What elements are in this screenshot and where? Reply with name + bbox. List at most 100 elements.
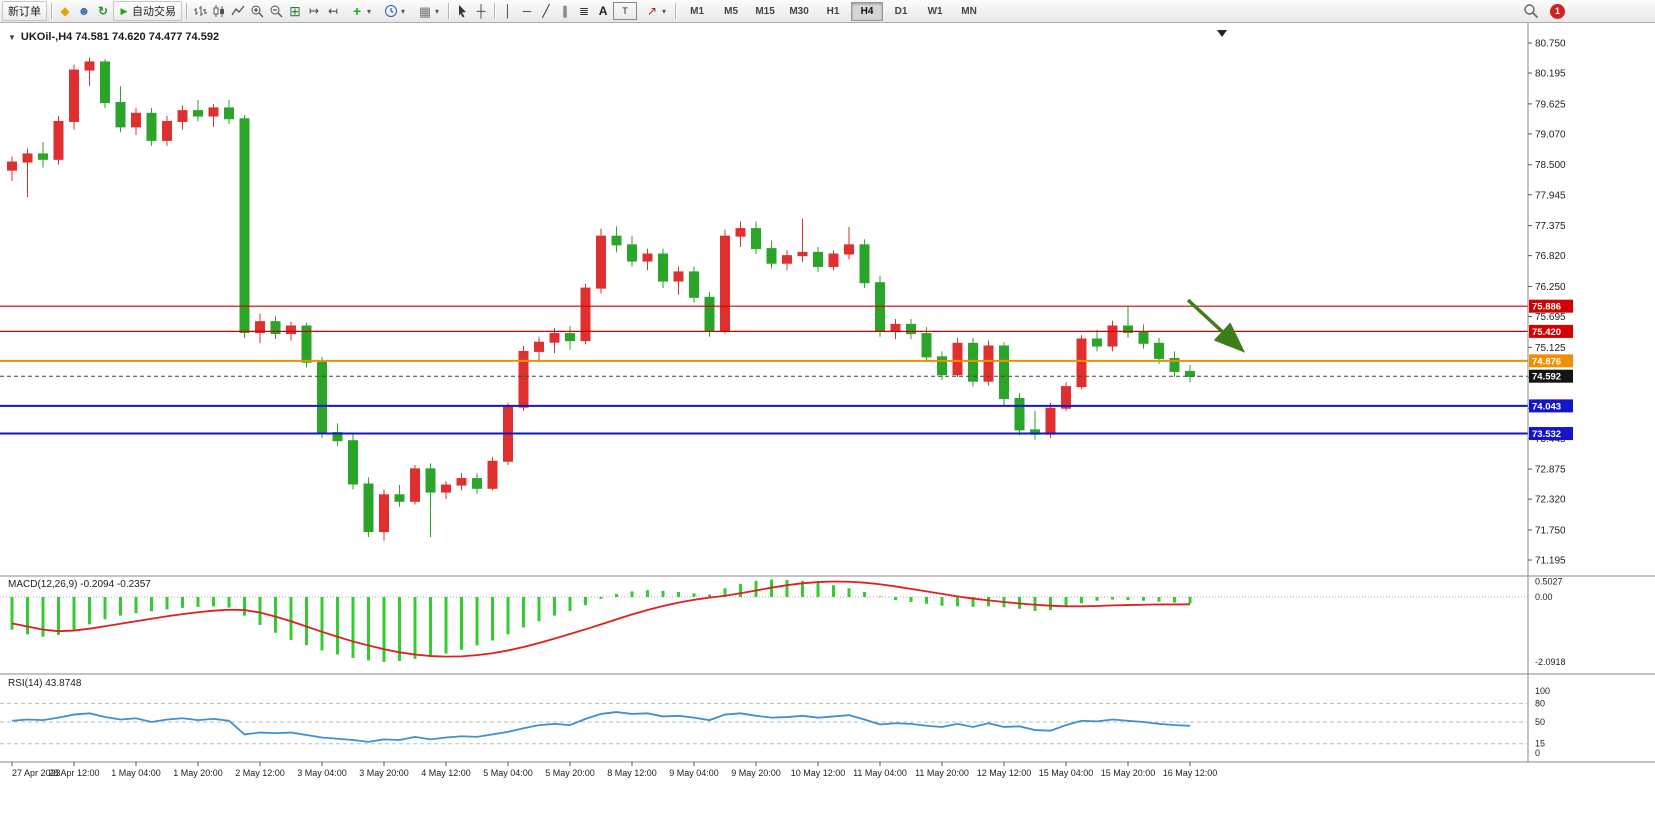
tile-windows-icon[interactable]: ⊞	[289, 3, 301, 19]
timeframe-M1[interactable]: M1	[690, 5, 705, 17]
timeframe-W1[interactable]: W1	[927, 5, 943, 17]
text-label-tool-icon[interactable]: T	[613, 2, 638, 20]
timeframe-M30[interactable]: M30	[789, 5, 809, 17]
svg-text:2 May 12:00: 2 May 12:00	[235, 768, 285, 778]
timeframe-D1[interactable]: D1	[894, 5, 908, 17]
svg-text:11 May 04:00: 11 May 04:00	[853, 768, 907, 778]
indicators-button[interactable]: + ▾	[343, 2, 376, 20]
auto-trading-button[interactable]: ▶ 自动交易	[113, 1, 182, 21]
candlestick-chart-icon[interactable]	[210, 3, 228, 19]
svg-text:1 May 20:00: 1 May 20:00	[173, 768, 223, 778]
svg-text:28 Apr 12:00: 28 Apr 12:00	[48, 768, 99, 778]
timeframe-H4[interactable]: H4	[851, 1, 884, 21]
cursor-icon[interactable]	[453, 3, 471, 19]
svg-text:80: 80	[1535, 698, 1545, 708]
toolbar-separator	[51, 3, 52, 19]
macd-indicator-label: MACD(12,26,9) -0.2094 -0.2357	[8, 579, 151, 590]
periods-button[interactable]: ▾	[377, 2, 410, 20]
horizontal-line-tool-icon[interactable]: ─	[522, 4, 532, 18]
chevron-down-icon: ▾	[662, 6, 667, 16]
auto-scroll-icon[interactable]: ↦	[308, 4, 320, 18]
template-icon: ▦	[418, 3, 432, 19]
svg-text:100: 100	[1535, 686, 1550, 696]
toolbar-right-group: 1	[1522, 3, 1565, 19]
svg-text:80.750: 80.750	[1535, 39, 1566, 50]
new-order-button[interactable]: 新订单	[2, 1, 47, 21]
chart-shift-icon[interactable]: ↤	[327, 4, 339, 18]
svg-text:80.195: 80.195	[1535, 69, 1566, 80]
svg-text:74.592: 74.592	[1532, 372, 1561, 383]
chart-wizard-icon[interactable]: ◆	[60, 4, 70, 18]
arrows-tool-button[interactable]: ↗ ▾	[638, 2, 671, 20]
bar-chart-icon[interactable]	[191, 3, 209, 19]
svg-text:5 May 04:00: 5 May 04:00	[483, 768, 533, 778]
zoom-in-icon[interactable]	[248, 3, 266, 19]
svg-text:9 May 20:00: 9 May 20:00	[731, 768, 781, 778]
svg-text:11 May 20:00: 11 May 20:00	[915, 768, 969, 778]
svg-text:15 May 04:00: 15 May 04:00	[1039, 768, 1094, 778]
svg-text:4 May 12:00: 4 May 12:00	[421, 768, 471, 778]
toolbar-separator	[494, 3, 496, 19]
svg-text:71.750: 71.750	[1535, 525, 1566, 536]
arrow-objects-icon: ↗	[647, 4, 658, 18]
svg-text:75.420: 75.420	[1532, 327, 1561, 338]
toolbar-separator	[675, 3, 677, 19]
vertical-line-tool-icon[interactable]: │	[504, 4, 512, 18]
text-tool-icon[interactable]: A	[598, 4, 608, 18]
svg-text:-2.0918: -2.0918	[1535, 657, 1566, 667]
svg-text:0.00: 0.00	[1535, 592, 1553, 602]
svg-text:72.875: 72.875	[1535, 465, 1566, 476]
zoom-out-icon[interactable]	[267, 3, 285, 19]
svg-text:0.5027: 0.5027	[1535, 576, 1563, 586]
svg-text:3 May 04:00: 3 May 04:00	[297, 768, 347, 778]
svg-text:78.500: 78.500	[1535, 160, 1566, 171]
timeframe-MN[interactable]: MN	[961, 5, 977, 17]
frame-layer	[0, 23, 1655, 763]
play-icon: ▶	[120, 5, 128, 16]
svg-text:76.250: 76.250	[1535, 282, 1566, 293]
notification-badge[interactable]: 1	[1550, 3, 1565, 19]
svg-text:10 May 12:00: 10 May 12:00	[791, 768, 846, 778]
svg-text:71.195: 71.195	[1535, 556, 1566, 567]
crosshair-icon[interactable]: ┼	[476, 4, 486, 18]
search-icon[interactable]	[1522, 3, 1540, 19]
add-indicator-icon: +	[352, 3, 362, 19]
market-watch-icon[interactable]: ☻	[77, 4, 91, 18]
line-chart-icon[interactable]	[229, 3, 247, 19]
svg-text:73.532: 73.532	[1532, 429, 1561, 440]
svg-text:77.375: 77.375	[1535, 221, 1566, 232]
symbol-collapse-icon[interactable]: ▼	[8, 32, 16, 42]
auto-trading-label: 自动交易	[132, 6, 176, 18]
svg-text:9 May 04:00: 9 May 04:00	[669, 768, 719, 778]
svg-text:75.695: 75.695	[1535, 312, 1566, 323]
svg-text:12 May 12:00: 12 May 12:00	[977, 768, 1032, 778]
hlines-layer[interactable]	[0, 305, 1528, 435]
svg-text:74.876: 74.876	[1532, 356, 1561, 367]
timeframe-H1[interactable]: H1	[826, 5, 840, 17]
channel-tool-icon[interactable]: ∥	[562, 4, 569, 18]
toolbar: 新订单 ◆ ☻ ↻ ▶ 自动交易 ⊞ ↦ ↤ + ▾	[0, 0, 1655, 23]
trendline-tool-icon[interactable]: ╱	[542, 4, 550, 18]
svg-text:72.320: 72.320	[1535, 495, 1566, 506]
svg-text:3 May 20:00: 3 May 20:00	[359, 768, 409, 778]
refresh-icon[interactable]: ↻	[97, 4, 109, 18]
templates-button[interactable]: ▦ ▾	[411, 2, 444, 20]
symbol-ohlc-text: UKOil-,H4 74.581 74.620 74.477 74.592	[20, 31, 220, 43]
chart-canvas[interactable]: 80.750 80.195 79.625 79.070 78.500 77.945 77.3…	[0, 23, 1655, 827]
timeframe-M5[interactable]: M5	[724, 5, 739, 17]
rsi-indicator-label: RSI(14) 43.8748	[8, 678, 82, 689]
svg-text:79.625: 79.625	[1535, 99, 1566, 110]
chart-area: 80.750 80.195 79.625 79.070 78.500 77.945 77.3…	[0, 23, 1655, 827]
svg-text:27 Apr 2023: 27 Apr 2023	[12, 768, 61, 778]
annotations-layer[interactable]	[1186, 30, 1246, 353]
svg-text:15 May 20:00: 15 May 20:00	[1101, 768, 1156, 778]
svg-text:79.070: 79.070	[1535, 129, 1566, 140]
chart-symbol-label: ▼ UKOil-,H4 74.581 74.620 74.477 74.592	[8, 31, 219, 43]
chevron-down-icon: ▾	[435, 6, 440, 16]
svg-text:0: 0	[1535, 748, 1540, 758]
timeframe-M15[interactable]: M15	[755, 5, 775, 17]
fibonacci-tool-icon[interactable]: ≣	[579, 4, 590, 18]
svg-text:75.886: 75.886	[1532, 302, 1561, 313]
